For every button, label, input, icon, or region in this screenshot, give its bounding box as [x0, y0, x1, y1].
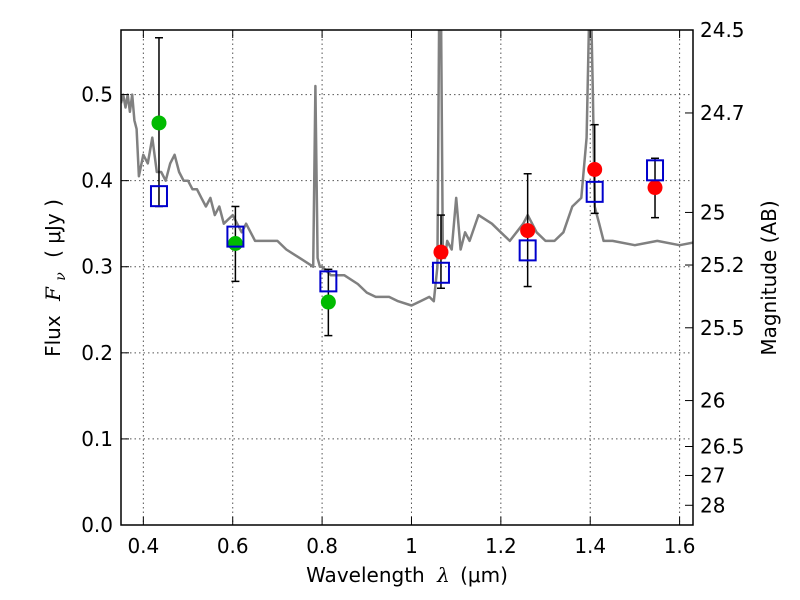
x-tick-label: 1.4 [574, 534, 606, 558]
model-point [226, 225, 245, 248]
data-point [587, 161, 603, 177]
x-tick-label: 0.4 [127, 534, 159, 558]
x-tick-label: 1.6 [664, 534, 696, 558]
y2-tick-label: 27 [700, 463, 725, 487]
y2-tick-label: 25.2 [700, 253, 745, 277]
model-point [518, 239, 537, 262]
y-tick-label: 0.2 [81, 341, 113, 365]
data-point [647, 180, 663, 196]
x-tick-label: 1 [405, 534, 418, 558]
x-tick-label: 0.8 [306, 534, 338, 558]
y-tick-label: 0.3 [81, 255, 113, 279]
y2-tick-label: 26 [700, 389, 725, 413]
x-tick-label: 0.6 [217, 534, 249, 558]
y-axis-title: Flux F ν ( μJy ) [41, 199, 70, 357]
data-point [227, 235, 243, 251]
data-point [520, 223, 536, 239]
y2-tick-label: 26.5 [700, 434, 745, 458]
plot-frame [120, 29, 694, 526]
data-point [151, 115, 167, 131]
y2-tick-label: 25 [700, 200, 725, 224]
grid-lines [121, 30, 693, 525]
y2-axis-title: Magnitude (AB) [757, 200, 781, 355]
model-point [431, 261, 450, 284]
spectrum-layer [121, 30, 693, 307]
tick-layer: 0.4 0.6 0.8 1 1.2 1.4 1.6 0.0 0.1 0.2 0.3 0.4 0.5 24.… [81, 18, 744, 558]
data-point [320, 294, 336, 310]
model-point [646, 159, 665, 182]
data-point [433, 244, 449, 260]
y-tick-label: 0.1 [81, 427, 113, 451]
model-point [319, 270, 338, 293]
y2-tick-label: 24.7 [700, 101, 745, 125]
model-point [149, 185, 168, 208]
y-tick-label: 0.5 [81, 83, 113, 107]
x-axis-title: Wavelength λ (μm) [306, 563, 508, 587]
spectrum-line [121, 30, 693, 307]
y2-tick-label: 28 [700, 493, 725, 517]
y2-tick-label: 25.5 [700, 316, 745, 340]
model-point [585, 180, 604, 203]
marker-layer [149, 115, 665, 310]
y-tick-label: 0.0 [81, 513, 113, 537]
y2-tick-label: 24.5 [700, 18, 745, 42]
x-tick-label: 1.2 [485, 534, 517, 558]
y-tick-label: 0.4 [81, 169, 113, 193]
